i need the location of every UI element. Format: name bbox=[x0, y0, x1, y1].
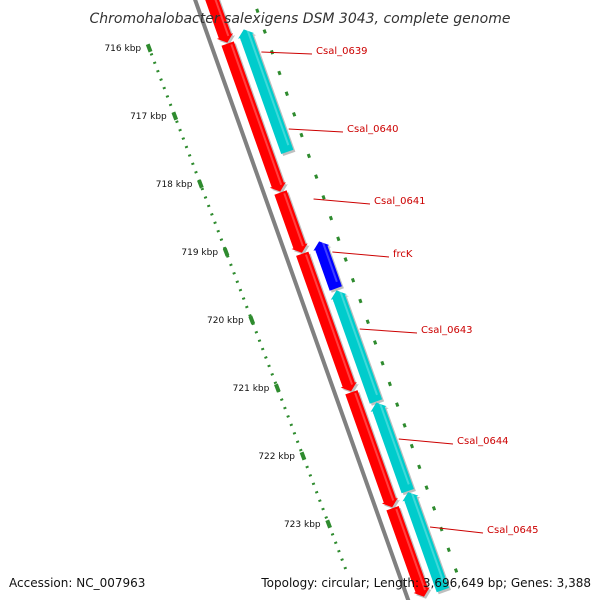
orf-arrow[interactable] bbox=[197, 0, 235, 45]
gene-arrow-csal_0645[interactable] bbox=[402, 492, 451, 595]
strand-tick bbox=[409, 443, 415, 449]
strand-tick bbox=[321, 194, 326, 200]
strand-tick bbox=[350, 277, 356, 283]
leader-line bbox=[313, 198, 371, 205]
map-title: Chromohalobacter salexigens DSM 3043, co… bbox=[90, 11, 511, 27]
gene-arrow-csal_0643[interactable] bbox=[330, 290, 385, 406]
strand-tick bbox=[314, 174, 319, 179]
gene-label-frck[interactable]: frcK bbox=[393, 249, 413, 260]
leader-line bbox=[429, 526, 484, 534]
strand-tick bbox=[343, 257, 348, 262]
strand-tick bbox=[292, 112, 297, 117]
ruler-tick bbox=[197, 179, 204, 189]
gene-label-csal_0643[interactable]: Csal_0643 bbox=[421, 325, 473, 336]
ruler-tick bbox=[171, 111, 179, 121]
gene-label-csal_0639[interactable]: Csal_0639 bbox=[316, 46, 368, 57]
strand-tick bbox=[277, 70, 282, 76]
accession-text: Accession: NC_007963 bbox=[9, 576, 145, 590]
orf-arrow[interactable] bbox=[296, 251, 359, 394]
orf-arrow[interactable] bbox=[221, 41, 288, 194]
ruler-tick-label: 719 kbp bbox=[181, 248, 218, 258]
strand-tick bbox=[417, 464, 422, 470]
strand-tick bbox=[255, 8, 260, 14]
summary-text: Topology: circular; Length: 3,696,649 bp… bbox=[260, 576, 591, 590]
strand-tick bbox=[328, 215, 334, 221]
leader-line bbox=[261, 51, 313, 55]
ruler-tick-label: 721 kbp bbox=[233, 384, 270, 394]
strand-tick bbox=[336, 236, 341, 242]
strand-tick bbox=[387, 381, 392, 387]
orf-arrow[interactable] bbox=[386, 506, 432, 599]
ruler-tick bbox=[248, 315, 255, 325]
strand-tick bbox=[380, 360, 385, 366]
strand-tick bbox=[358, 298, 363, 304]
ruler-tick-label: 718 kbp bbox=[156, 180, 193, 190]
ruler-line bbox=[146, 44, 348, 571]
strand-tick bbox=[306, 153, 311, 159]
strand-tick bbox=[431, 505, 437, 511]
ruler-layer: 716 kbp 717 kbp 718 kbp 719 kbp 720 kbp 721 k… bbox=[104, 43, 348, 571]
leader-line bbox=[359, 328, 418, 334]
feature-layer bbox=[197, 0, 459, 599]
ruler-tick-label: 723 kbp bbox=[284, 520, 321, 530]
strand-tick bbox=[395, 402, 400, 408]
ruler-tick-label: 716 kbp bbox=[104, 44, 141, 54]
gene-label-csal_0645[interactable]: Csal_0645 bbox=[487, 525, 539, 536]
orf-arrow[interactable] bbox=[274, 190, 310, 255]
backbone-layer bbox=[193, 0, 411, 600]
strand-tick bbox=[299, 132, 304, 138]
strand-tick bbox=[365, 319, 370, 325]
ruler-tick bbox=[274, 383, 281, 393]
ruler-tick-label: 717 kbp bbox=[130, 112, 167, 122]
gene-label-csal_0641[interactable]: Csal_0641 bbox=[374, 196, 426, 207]
strand-tick bbox=[446, 547, 451, 553]
ruler-tick bbox=[299, 451, 307, 461]
gene-arrow-frck[interactable] bbox=[313, 241, 344, 293]
strand-tick bbox=[284, 91, 289, 97]
leader-line bbox=[332, 251, 390, 258]
backbone-line bbox=[193, 0, 411, 600]
gene-label-csal_0640[interactable]: Csal_0640 bbox=[347, 124, 399, 135]
ruler-tick bbox=[222, 247, 230, 257]
strand-tick bbox=[402, 423, 407, 428]
orf-arrow[interactable] bbox=[345, 390, 400, 510]
leader-line bbox=[398, 438, 454, 445]
strand-tick bbox=[454, 568, 459, 573]
gene-arrow-csal_0640[interactable] bbox=[238, 29, 296, 156]
strand-tick bbox=[262, 29, 267, 34]
gene-label-csal_0644[interactable]: Csal_0644 bbox=[457, 436, 509, 447]
label-layer: Csal_0639 Csal_0640 Csal_0641 frcK Csal_0643… bbox=[261, 46, 539, 536]
leader-line bbox=[288, 128, 344, 133]
strand-tick bbox=[373, 340, 378, 345]
strand-tick bbox=[424, 485, 429, 490]
ruler-tick-label: 720 kbp bbox=[207, 316, 244, 326]
ruler-tick-label: 722 kbp bbox=[258, 452, 295, 462]
ruler-tick bbox=[145, 43, 153, 53]
gene-arrow-csal_0644[interactable] bbox=[370, 402, 416, 496]
ruler-tick bbox=[325, 519, 332, 529]
